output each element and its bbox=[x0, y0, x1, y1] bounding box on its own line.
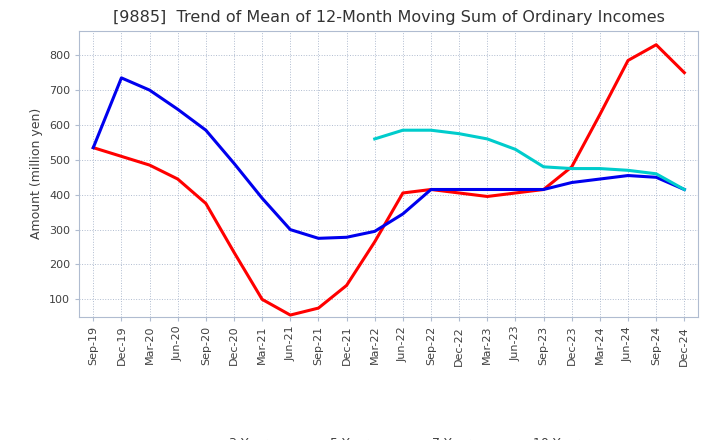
3 Years bbox=[117, 154, 126, 159]
3 Years bbox=[427, 187, 436, 192]
3 Years bbox=[624, 58, 632, 63]
5 Years bbox=[230, 161, 238, 166]
7 Years bbox=[624, 168, 632, 173]
5 Years bbox=[427, 187, 436, 192]
7 Years bbox=[370, 136, 379, 142]
3 Years bbox=[539, 187, 548, 192]
3 Years bbox=[89, 145, 98, 150]
3 Years bbox=[258, 297, 266, 302]
5 Years bbox=[624, 173, 632, 178]
7 Years bbox=[680, 187, 688, 192]
3 Years bbox=[370, 239, 379, 245]
7 Years bbox=[595, 166, 604, 171]
5 Years bbox=[89, 145, 98, 150]
5 Years bbox=[539, 187, 548, 192]
5 Years bbox=[145, 88, 154, 93]
5 Years bbox=[174, 106, 182, 112]
7 Years bbox=[483, 136, 492, 142]
3 Years bbox=[174, 176, 182, 182]
3 Years bbox=[511, 191, 520, 196]
3 Years bbox=[483, 194, 492, 199]
5 Years bbox=[286, 227, 294, 232]
7 Years bbox=[539, 164, 548, 169]
Title: [9885]  Trend of Mean of 12-Month Moving Sum of Ordinary Incomes: [9885] Trend of Mean of 12-Month Moving … bbox=[113, 11, 665, 26]
7 Years bbox=[652, 171, 660, 176]
5 Years bbox=[258, 195, 266, 201]
Y-axis label: Amount (million yen): Amount (million yen) bbox=[30, 108, 43, 239]
5 Years bbox=[652, 175, 660, 180]
3 Years bbox=[595, 112, 604, 117]
7 Years bbox=[455, 131, 464, 136]
3 Years bbox=[202, 201, 210, 206]
Line: 7 Years: 7 Years bbox=[374, 130, 684, 190]
3 Years bbox=[145, 162, 154, 168]
5 Years bbox=[370, 229, 379, 234]
5 Years bbox=[202, 128, 210, 133]
7 Years bbox=[511, 147, 520, 152]
5 Years bbox=[399, 211, 408, 216]
3 Years bbox=[680, 70, 688, 75]
Line: 5 Years: 5 Years bbox=[94, 78, 684, 238]
5 Years bbox=[567, 180, 576, 185]
5 Years bbox=[455, 187, 464, 192]
3 Years bbox=[455, 191, 464, 196]
5 Years bbox=[342, 235, 351, 240]
5 Years bbox=[117, 75, 126, 81]
3 Years bbox=[286, 312, 294, 318]
3 Years bbox=[230, 249, 238, 255]
7 Years bbox=[567, 166, 576, 171]
5 Years bbox=[595, 176, 604, 182]
5 Years bbox=[483, 187, 492, 192]
3 Years bbox=[314, 305, 323, 311]
3 Years bbox=[399, 191, 408, 196]
Line: 3 Years: 3 Years bbox=[94, 45, 684, 315]
7 Years bbox=[427, 128, 436, 133]
5 Years bbox=[511, 187, 520, 192]
3 Years bbox=[652, 42, 660, 48]
5 Years bbox=[680, 187, 688, 192]
Legend: 3 Years, 5 Years, 7 Years, 10 Years: 3 Years, 5 Years, 7 Years, 10 Years bbox=[186, 432, 591, 440]
7 Years bbox=[399, 128, 408, 133]
5 Years bbox=[314, 236, 323, 241]
3 Years bbox=[567, 164, 576, 169]
3 Years bbox=[342, 283, 351, 288]
